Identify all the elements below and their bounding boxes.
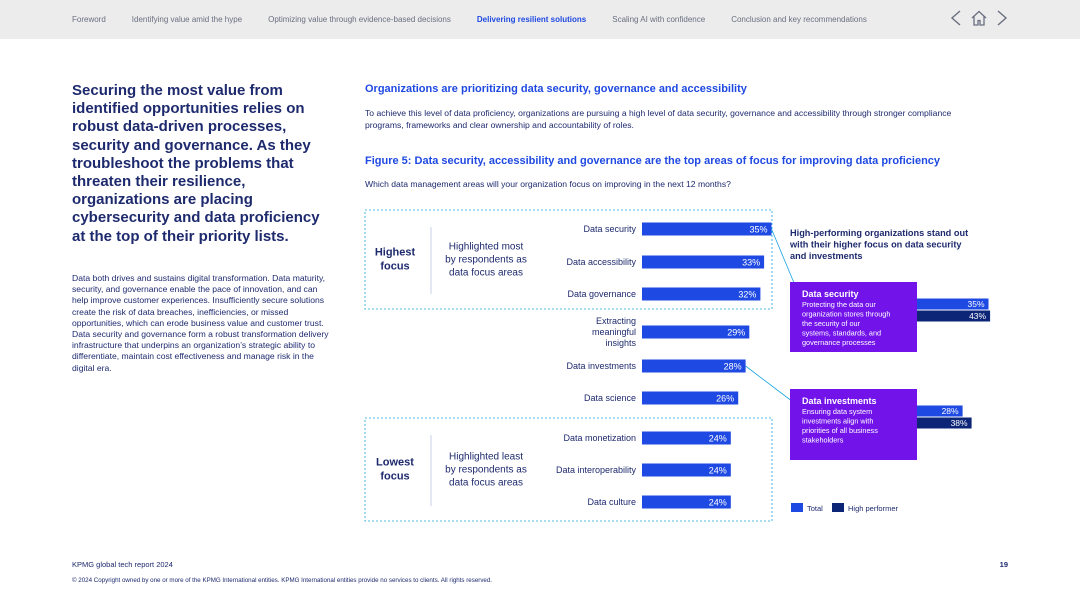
category-label: Data science: [584, 393, 636, 403]
callout-total-label: 35%: [967, 299, 984, 309]
home-icon[interactable]: [970, 10, 988, 26]
figure-title: Figure 5: Data security, accessibility a…: [365, 155, 941, 167]
callout-box: [790, 282, 917, 352]
legend-swatch-high-performer: [832, 503, 844, 512]
callout-bar-total: [917, 298, 989, 310]
group-box: [364, 417, 773, 522]
group-label: Lowest focus: [376, 457, 414, 483]
bar-value-label: 24%: [709, 498, 727, 508]
category-label: Data interoperability: [556, 465, 637, 475]
top-navigation: Foreword Identifying value amid the hype O…: [0, 0, 1080, 39]
category-label: Extracting meaningful insights: [592, 316, 637, 348]
callout-bar-total: [917, 405, 963, 417]
bar-value-label: 32%: [738, 290, 756, 300]
nav-item-delivering-resilient-solutions[interactable]: Delivering resilient solutions: [476, 15, 587, 24]
copyright-text: © 2024 Copyright owned by one or more of…: [72, 577, 493, 584]
bar-value-label: 28%: [724, 362, 742, 372]
bar-value-label: 24%: [709, 434, 727, 444]
callout-title: Data security: [802, 289, 859, 299]
bar-value-label: 29%: [727, 328, 745, 338]
page-number: 19: [999, 560, 1008, 569]
figure-question: Which data management areas will your or…: [365, 179, 731, 189]
callout-bar-high-performer: [917, 310, 991, 322]
nav-items: Foreword Identifying value amid the hype O…: [72, 15, 893, 24]
body-paragraph: Data both drives and sustains digital tr…: [72, 273, 329, 373]
callout-box: [790, 389, 917, 460]
bar-value-label: 33%: [742, 258, 760, 268]
category-label: Data monetization: [563, 433, 636, 443]
callout-total-label: 28%: [942, 406, 959, 416]
bar-data-investments: [642, 359, 746, 373]
section-description: To achieve this level of data proficienc…: [365, 108, 952, 130]
bar-value-label: 24%: [709, 466, 727, 476]
category-label: Data investments: [566, 361, 636, 371]
bar-extracting-meaningful-insights: [642, 325, 750, 339]
bar-data-governance: [642, 287, 761, 301]
footer-report-title: KPMG global tech report 2024: [72, 560, 173, 569]
bar-value-label: 26%: [716, 394, 734, 404]
callout-title: Data investments: [802, 396, 877, 406]
bar-data-accessibility: [642, 255, 765, 269]
nav-item-scaling-ai-with-confidence[interactable]: Scaling AI with confidence: [612, 15, 706, 24]
nav-item-optimizing-value-through-evidence-based-decisions[interactable]: Optimizing value through evidence-based …: [268, 15, 451, 24]
next-icon[interactable]: [996, 10, 1008, 26]
connector-line: [771, 228, 798, 291]
nav-item-identifying-value-amid-the-hype[interactable]: Identifying value amid the hype: [131, 15, 243, 24]
callout-high-performer-label: 43%: [969, 311, 986, 321]
previous-icon[interactable]: [950, 10, 962, 26]
bar-data-science: [642, 391, 739, 405]
bar-data-monetization: [642, 431, 731, 445]
bar-data-security: [642, 222, 772, 236]
category-label: Data accessibility: [566, 257, 636, 267]
callout-text: Ensuring data system investments align wi…: [802, 407, 878, 445]
legend-total-label: Total: [807, 504, 823, 513]
legend-high-performer-label: High performer: [848, 504, 899, 513]
category-label: Data governance: [567, 289, 636, 299]
group-description: Highlighted most by respondents as data fo…: [445, 242, 527, 279]
category-label: Data security: [583, 224, 636, 234]
group-box: [364, 209, 773, 310]
group-description: Highlighted least by respondents as data f…: [445, 452, 527, 489]
group-label: Highest focus: [375, 247, 416, 273]
callout-high-performer-label: 38%: [951, 418, 968, 428]
lead-paragraph: Securing the most value from identified …: [72, 82, 320, 245]
category-label: Data culture: [587, 497, 636, 507]
section-title: Organizations are prioritizing data secu…: [365, 83, 747, 95]
legend-swatch-total: [791, 503, 803, 512]
bar-value-label: 35%: [749, 225, 767, 235]
connector-line: [745, 365, 798, 406]
callout-text: Protecting the data our organization stor…: [802, 300, 890, 347]
nav-item-foreword[interactable]: Foreword: [72, 15, 106, 24]
nav-item-conclusion-and-key-recommendations[interactable]: Conclusion and key recommendations: [731, 15, 867, 24]
nav-controls: [950, 10, 1008, 26]
callout-heading: High-performing organizations stand out w…: [789, 228, 968, 261]
bar-data-interoperability: [642, 463, 731, 477]
bar-data-culture: [642, 495, 731, 509]
callout-bar-high-performer: [917, 417, 972, 429]
